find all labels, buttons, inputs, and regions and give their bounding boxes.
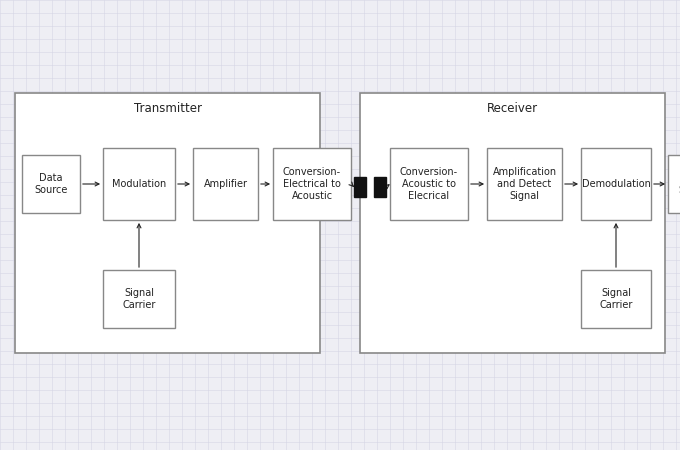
Text: Signal
Carrier: Signal Carrier xyxy=(122,288,156,310)
Bar xyxy=(487,148,562,220)
Bar xyxy=(273,148,351,220)
Text: Data
Source: Data Source xyxy=(34,173,68,195)
Bar xyxy=(103,270,175,328)
Text: Signal
Carrier: Signal Carrier xyxy=(599,288,632,310)
Bar xyxy=(22,155,80,213)
Text: Amplifier: Amplifier xyxy=(203,179,248,189)
Text: Amplification
and Detect
Signal: Amplification and Detect Signal xyxy=(492,166,556,202)
Text: Conversion-
Electrical to
Acoustic: Conversion- Electrical to Acoustic xyxy=(283,166,341,202)
Bar xyxy=(374,177,386,197)
Text: Transmitter: Transmitter xyxy=(133,103,201,116)
Bar xyxy=(354,177,366,197)
Text: Demodulation: Demodulation xyxy=(581,179,651,189)
Bar xyxy=(390,148,468,220)
Bar xyxy=(581,270,651,328)
Bar xyxy=(193,148,258,220)
Bar xyxy=(581,148,651,220)
Text: Modulation: Modulation xyxy=(112,179,166,189)
Bar xyxy=(668,155,680,213)
Text: Receiver: Receiver xyxy=(487,103,538,116)
Bar xyxy=(360,93,665,353)
Bar xyxy=(15,93,320,353)
Bar xyxy=(103,148,175,220)
Text: Conversion-
Acoustic to
Elecrical: Conversion- Acoustic to Elecrical xyxy=(400,166,458,202)
Text: Data
Storage: Data Storage xyxy=(678,173,680,195)
